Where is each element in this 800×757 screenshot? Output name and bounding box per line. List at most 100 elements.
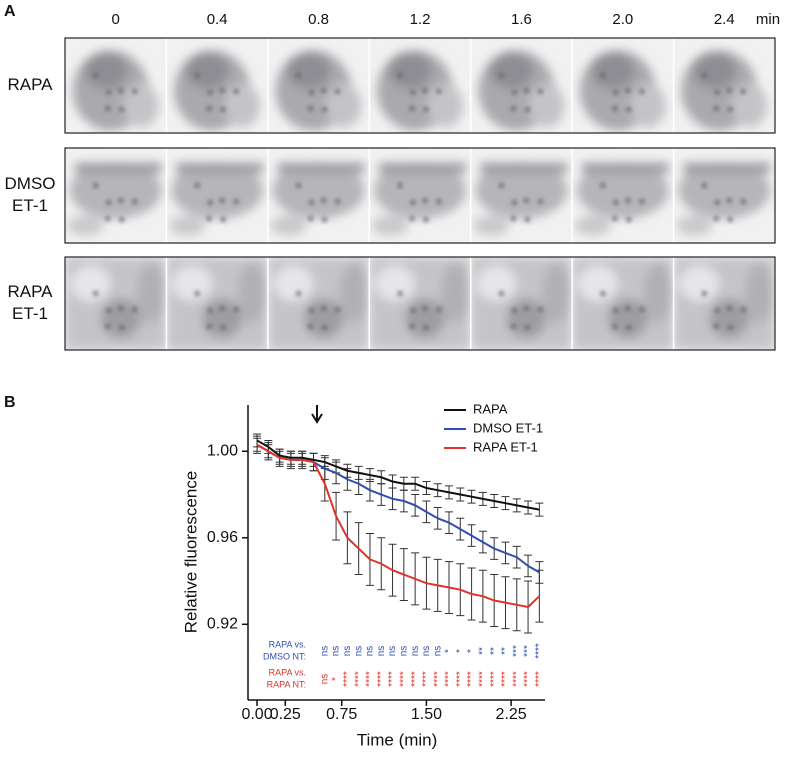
punctum xyxy=(219,306,225,311)
punctum xyxy=(335,199,341,204)
punctum xyxy=(537,307,543,312)
cell-body xyxy=(136,263,165,324)
punctum xyxy=(206,324,212,329)
cell-body xyxy=(577,265,618,302)
punctum xyxy=(132,199,138,204)
significance-mark: **** xyxy=(478,671,489,687)
punctum xyxy=(727,107,733,112)
punctum xyxy=(119,217,125,222)
punctum xyxy=(233,89,239,94)
cell-body xyxy=(375,265,415,302)
cell-body xyxy=(473,215,510,236)
punctum xyxy=(194,73,200,78)
punctum xyxy=(537,89,543,94)
cell-body xyxy=(83,52,128,89)
micrograph xyxy=(470,257,573,350)
puncta xyxy=(701,183,746,222)
punctum xyxy=(132,89,138,94)
puncta xyxy=(701,291,746,330)
punctum xyxy=(410,308,416,313)
cell xyxy=(270,162,365,236)
cell-body xyxy=(172,265,213,302)
punctum xyxy=(626,107,632,112)
punctum xyxy=(219,198,225,203)
row-label: RAPA xyxy=(7,282,53,301)
row-label: ET-1 xyxy=(12,196,48,215)
punctum xyxy=(308,106,314,111)
cell-body xyxy=(607,298,648,339)
stimulus-arrow xyxy=(311,405,323,424)
micrograph xyxy=(572,257,674,350)
significance-mark: ns xyxy=(331,646,342,657)
puncta xyxy=(498,183,543,222)
punctum xyxy=(510,216,516,221)
punctum xyxy=(397,291,403,296)
punctum xyxy=(626,325,632,330)
time-label: 2.0 xyxy=(612,11,633,28)
puncta xyxy=(498,291,543,330)
punctum xyxy=(625,198,631,203)
punctum xyxy=(309,90,315,95)
significance-mark: **** xyxy=(489,671,500,687)
cell-body xyxy=(476,265,517,302)
cell-body xyxy=(489,52,534,89)
cell-body xyxy=(374,162,466,219)
punctum xyxy=(511,200,517,205)
cell xyxy=(673,257,775,350)
puncta xyxy=(296,291,341,330)
cell-body xyxy=(506,298,547,339)
punctum xyxy=(207,308,213,313)
micrograph xyxy=(470,38,573,133)
punctum xyxy=(523,88,529,93)
cell-body xyxy=(70,265,111,302)
cell-body xyxy=(676,215,713,236)
significance-mark: **** xyxy=(432,671,443,687)
puncta xyxy=(600,291,645,330)
significance-mark: ns xyxy=(365,646,376,657)
cell-body xyxy=(576,162,669,219)
punctum xyxy=(524,325,530,330)
significance-mark: **** xyxy=(365,671,376,687)
punctum xyxy=(296,73,302,78)
significance-mark: **** xyxy=(342,671,353,687)
punctum xyxy=(726,88,732,93)
comparison-label: RAPA NT: xyxy=(267,679,306,689)
x-axis-label: Time (min) xyxy=(357,730,438,749)
micrograph xyxy=(65,38,167,133)
punctum xyxy=(93,291,99,296)
punctum xyxy=(422,306,428,311)
cell-body xyxy=(441,263,469,324)
punctum xyxy=(105,324,111,329)
significance-mark: **** xyxy=(387,671,398,687)
punctum xyxy=(309,200,315,205)
punctum xyxy=(713,216,719,221)
puncta xyxy=(600,183,645,222)
punctum xyxy=(524,107,530,112)
punctum xyxy=(194,183,200,188)
punctum xyxy=(106,90,112,95)
punctum xyxy=(613,308,619,313)
cell xyxy=(369,257,471,350)
cell-body xyxy=(69,162,162,219)
significance-mark: ** xyxy=(478,647,489,655)
significance-mark: **** xyxy=(421,671,432,687)
punctum xyxy=(510,324,516,329)
punctum xyxy=(612,216,618,221)
punctum xyxy=(422,88,428,93)
cell-body xyxy=(202,298,243,339)
cell xyxy=(574,162,669,236)
significance-mark: **** xyxy=(376,671,387,687)
cell-body xyxy=(100,298,141,339)
micrograph xyxy=(572,38,674,133)
micrograph xyxy=(267,38,370,133)
significance-mark: **** xyxy=(511,671,522,687)
significance-mark: **** xyxy=(444,671,455,687)
cell-body xyxy=(325,83,362,128)
punctum xyxy=(701,73,707,78)
punctum xyxy=(219,88,225,93)
error-bar xyxy=(535,502,544,517)
punctum xyxy=(639,307,645,312)
punctum xyxy=(422,198,428,203)
punctum xyxy=(322,325,328,330)
